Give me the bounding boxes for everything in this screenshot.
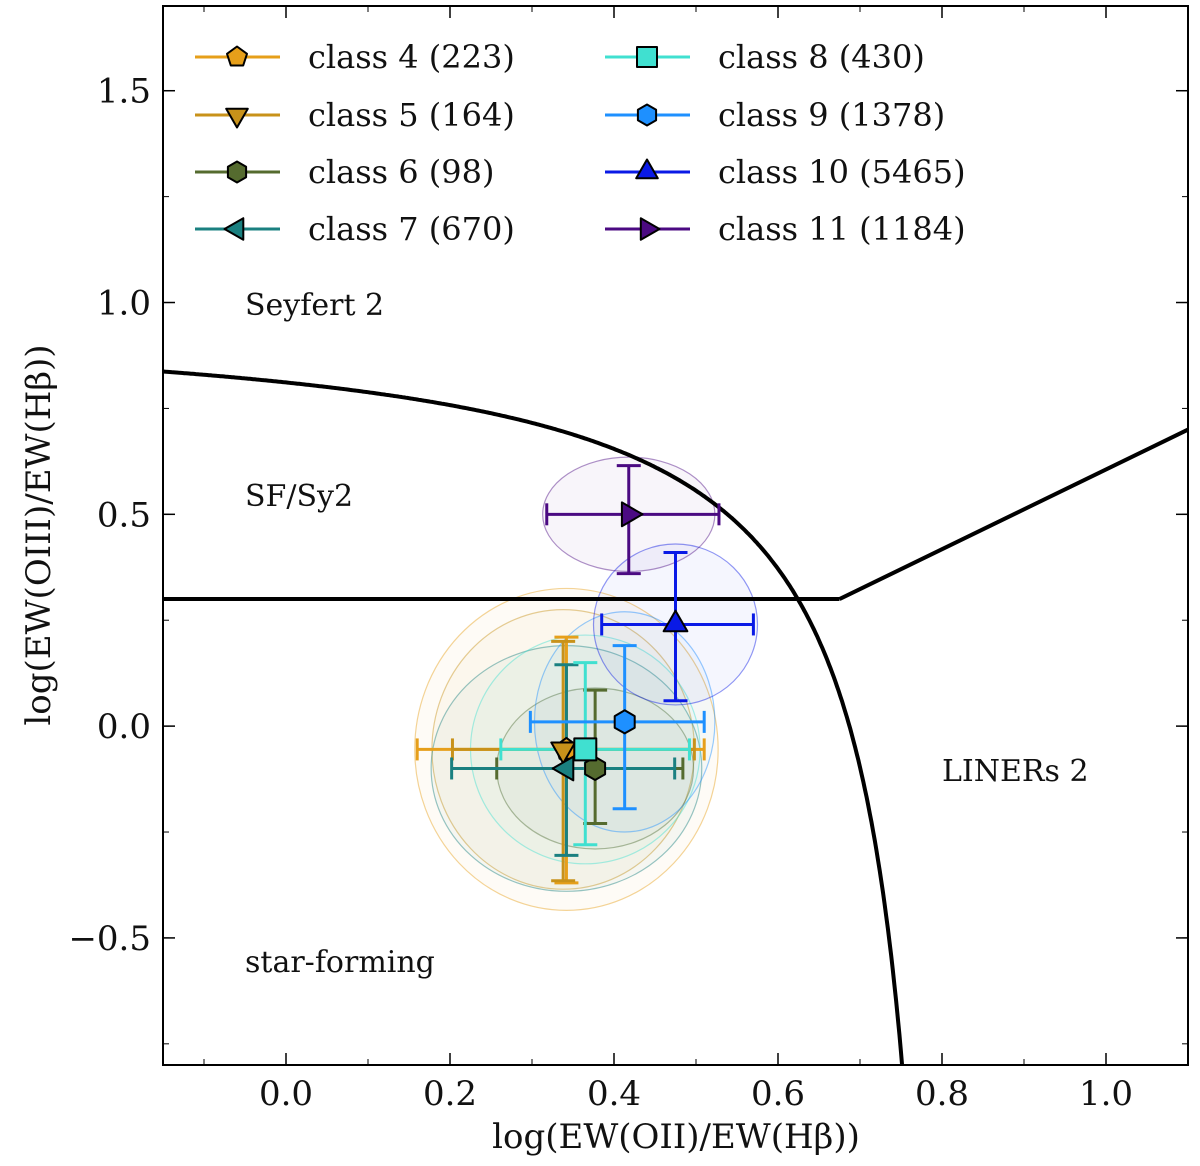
liner-line (838, 427, 1188, 601)
legend-entry: class 5 (164) (308, 96, 515, 134)
region-label: LINERs 2 (942, 754, 1089, 789)
data-point (620, 501, 644, 528)
legend-marker (225, 107, 249, 129)
tick-layer: 0.0 0.2 0.4 0.6 0.8 1.0 −0.5 0.0 0.5 1.0 1.5 (68, 6, 1189, 1114)
region-label: Seyfert 2 (245, 288, 384, 323)
region-label: star-forming (245, 945, 435, 980)
data-point (662, 609, 689, 633)
y-tick-label: 0.5 (97, 495, 151, 535)
plot-frame (162, 5, 1189, 1066)
y-axis-label: log(EW(OIII)/EW(Hβ)) (19, 344, 59, 725)
x-axis-label: log(EW(OII)/EW(Hβ)) (492, 1117, 860, 1157)
region-layer: Seyfert 2 SF/Sy2 LINERs 2 star-forming (245, 288, 1089, 980)
y-tick-label: 1.5 (97, 72, 151, 112)
y-tick-label: 0.0 (97, 707, 151, 747)
data-point (550, 741, 577, 765)
legend-entry: class 4 (223) (308, 38, 515, 76)
data-point (573, 737, 598, 762)
legend-marker (635, 158, 659, 180)
x-tick-label: 0.4 (587, 1074, 641, 1114)
legend-marker (226, 45, 248, 67)
legend-entry: class 6 (98) (308, 153, 494, 191)
legend: class 4 (223) class 5 (164) class 6 (98) cl… (195, 38, 966, 248)
y-tick-label: −0.5 (68, 919, 151, 959)
x-tick-label: 0.6 (751, 1074, 805, 1114)
legend-marker (223, 217, 245, 241)
legend-entry: class 10 (5465) (718, 153, 966, 191)
data-point (613, 709, 636, 735)
x-tick-label: 0.2 (423, 1074, 477, 1114)
y-tick-label: 1.0 (97, 284, 151, 324)
legend-marker (226, 160, 248, 184)
region-label: SF/Sy2 (245, 479, 353, 514)
x-tick-label: 0.0 (259, 1074, 313, 1114)
x-tick-label: 0.8 (915, 1074, 969, 1114)
legend-marker (636, 46, 658, 68)
marker-layer (550, 501, 689, 782)
data-point (551, 755, 575, 782)
demarcation-curve (163, 369, 905, 1065)
legend-marker (636, 103, 658, 127)
curve-layer (163, 369, 1188, 1065)
plot-background (163, 6, 1188, 1065)
legend-entry: class 11 (1184) (718, 210, 966, 248)
x-tick-label: 1.0 (1079, 1074, 1133, 1114)
data-point (584, 755, 607, 781)
legend-entry: class 7 (670) (308, 210, 515, 248)
legend-marker (639, 217, 661, 241)
legend-entry: class 8 (430) (718, 38, 925, 76)
legend-entry: class 9 (1378) (718, 96, 945, 134)
